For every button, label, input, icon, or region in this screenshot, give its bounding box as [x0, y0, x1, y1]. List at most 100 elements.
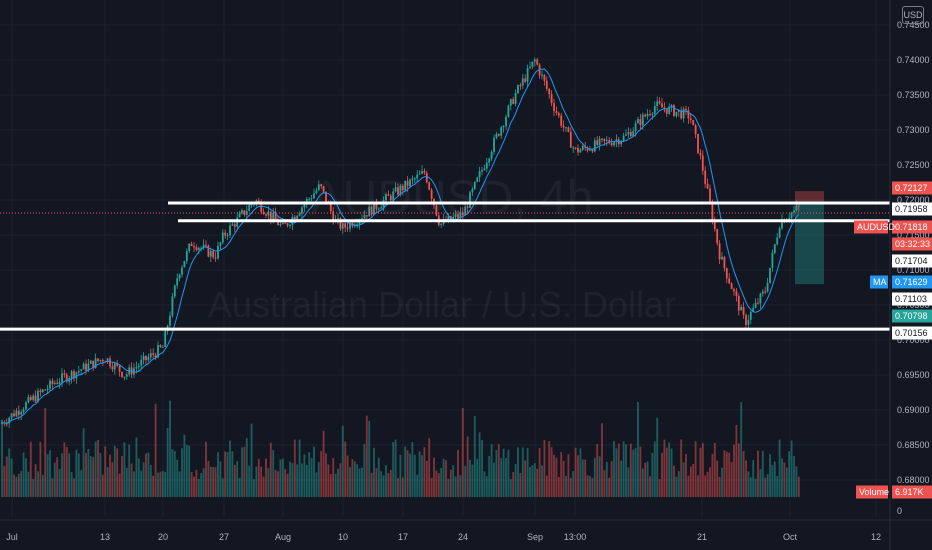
- price-label-text: 03:32:33: [895, 239, 930, 249]
- candle-body: [473, 181, 476, 189]
- candle-body: [579, 149, 582, 153]
- candle-body: [629, 131, 632, 137]
- volume-bar: [512, 471, 515, 497]
- volume-bar: [725, 451, 728, 497]
- candle-body: [250, 204, 253, 206]
- volume-bar: [82, 428, 85, 497]
- candle-body: [13, 413, 15, 417]
- volume-bar: [188, 445, 191, 497]
- candle-body: [63, 373, 66, 375]
- volume-bar: [531, 465, 534, 497]
- candle-body: [53, 382, 56, 385]
- volume-bar: [781, 458, 783, 497]
- candle-body: [536, 59, 539, 65]
- volume-bar: [425, 460, 428, 497]
- volume-bar: [495, 449, 498, 497]
- candle-body: [274, 212, 277, 220]
- candle-body: [653, 105, 656, 114]
- volume-bar: [500, 458, 503, 497]
- volume-bar: [10, 458, 13, 497]
- candle-body: [440, 223, 443, 225]
- volume-bar: [416, 474, 419, 497]
- candle-body: [337, 218, 339, 220]
- candle-body: [392, 191, 395, 201]
- volume-bar: [159, 471, 162, 497]
- volume-bar: [653, 441, 656, 497]
- short-position-tool[interactable]: [795, 191, 824, 285]
- volume-bar: [766, 474, 769, 497]
- volume-bar: [663, 439, 666, 497]
- candle-body: [17, 410, 20, 415]
- candle-body: [752, 307, 755, 312]
- volume-bar: [778, 439, 781, 497]
- volume-bar: [224, 451, 227, 497]
- candle-body: [212, 250, 215, 258]
- volume-bar: [586, 475, 589, 497]
- volume-bar: [56, 457, 59, 497]
- volume-bar: [344, 441, 347, 497]
- candle-body: [668, 106, 671, 114]
- candle-body: [389, 195, 392, 201]
- volume-bar: [689, 466, 692, 497]
- candle-body: [627, 131, 630, 135]
- volume-bar: [411, 442, 414, 497]
- candle-body: [574, 147, 577, 149]
- volume-bar: [776, 475, 779, 497]
- candle-body: [65, 374, 68, 382]
- candle-body: [665, 108, 668, 114]
- candle-body: [730, 283, 733, 290]
- candle-body: [329, 203, 332, 212]
- volume-bar: [649, 476, 651, 497]
- volume-bar: [341, 425, 344, 497]
- position-stop-zone[interactable]: [795, 191, 824, 203]
- volume-bar: [373, 447, 375, 497]
- volume-bar: [404, 446, 407, 497]
- volume-bar: [793, 456, 795, 497]
- volume-bar: [322, 430, 325, 497]
- volume-bar: [471, 464, 474, 497]
- volume-bar: [279, 459, 282, 497]
- candle-body: [70, 371, 73, 379]
- currency-button[interactable]: USD: [902, 6, 924, 24]
- volume-bar: [589, 476, 591, 497]
- volume-bar: [125, 467, 128, 497]
- volume-bar: [106, 466, 109, 497]
- candle-body: [353, 224, 356, 227]
- volume-bar: [579, 448, 582, 497]
- volume-bar: [20, 470, 23, 497]
- volume-bar: [154, 403, 157, 497]
- candle-body: [101, 359, 104, 362]
- time-axis[interactable]: Jul 13 20 27 Aug 10 17 24 Sep 13:00 21 Oct 12: [0, 519, 932, 542]
- candle-body: [481, 169, 483, 172]
- volume-bar: [598, 456, 601, 497]
- candle-body: [641, 114, 644, 126]
- horizontal-level-lines[interactable]: [0, 201, 890, 331]
- volume-bar: [25, 458, 27, 497]
- volume-bar: [339, 463, 342, 497]
- candle-body: [567, 127, 570, 132]
- volume-bar: [773, 461, 776, 497]
- candle-body: [27, 396, 30, 403]
- candle-body: [478, 171, 481, 178]
- candle-body: [577, 147, 579, 153]
- volume-bar: [37, 471, 39, 497]
- candle-body: [365, 215, 368, 217]
- volume-bar: [497, 444, 500, 497]
- volume-bar: [584, 459, 587, 497]
- volume-bar: [639, 446, 642, 497]
- volume-bar: [265, 458, 267, 497]
- candle-body: [231, 224, 234, 226]
- price-label-text: 0.71958: [895, 204, 928, 214]
- price-label-box: [892, 309, 932, 323]
- volume-bar: [89, 456, 92, 497]
- position-target-zone[interactable]: [795, 202, 824, 285]
- volume-bar: [193, 476, 195, 497]
- volume-bar: [173, 451, 176, 497]
- candle-body: [322, 186, 325, 192]
- candle-body: [716, 229, 719, 244]
- volume-bar: [711, 453, 714, 497]
- candle-body: [572, 147, 575, 149]
- volume-bar: [32, 478, 35, 497]
- price-label-box: [892, 326, 932, 340]
